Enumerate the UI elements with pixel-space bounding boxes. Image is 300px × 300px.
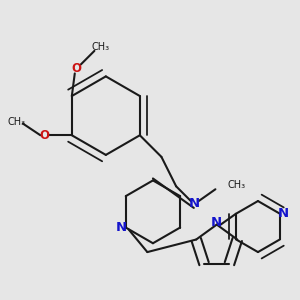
Text: N: N bbox=[115, 221, 126, 234]
Text: N: N bbox=[211, 216, 222, 229]
Text: CH₃: CH₃ bbox=[91, 42, 110, 52]
Text: O: O bbox=[39, 129, 50, 142]
Text: N: N bbox=[188, 197, 200, 211]
Text: CH₃: CH₃ bbox=[227, 180, 245, 190]
Text: CH₃: CH₃ bbox=[8, 116, 26, 127]
Text: O: O bbox=[72, 62, 82, 75]
Text: N: N bbox=[278, 207, 289, 220]
